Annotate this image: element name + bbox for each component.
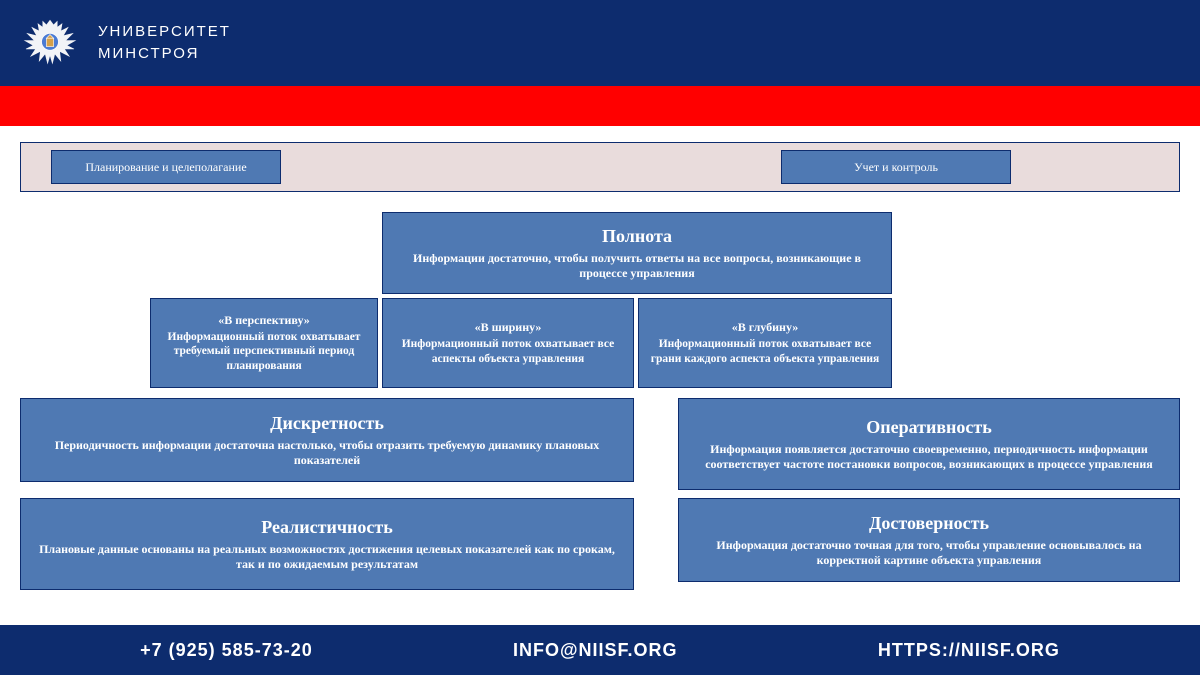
box-depth: «В глубину» Информационный поток охватыв… [638, 298, 892, 388]
footer-phone: +7 (925) 585-73-20 [140, 640, 313, 661]
box-realism: Реалистичность Плановые данные основаны … [20, 498, 634, 590]
realism-title: Реалистичность [31, 516, 623, 539]
footer-url: HTTPS://NIISF.ORG [878, 640, 1060, 661]
box-discreteness: Дискретность Периодичность информации до… [20, 398, 634, 482]
perspective-sub: «В перспективу» [161, 313, 367, 328]
box-operativeness: Оперативность Информация появляется дост… [678, 398, 1180, 490]
reliability-title: Достоверность [689, 512, 1169, 535]
tab-planning: Планирование и целеполагание [51, 150, 281, 184]
depth-desc: Информационный поток охватывает все гран… [649, 337, 881, 366]
discreteness-title: Дискретность [31, 412, 623, 435]
tab-control: Учет и контроль [781, 150, 1011, 184]
box-perspective: «В перспективу» Информационный поток охв… [150, 298, 378, 388]
diagram: Полнота Информации достаточно, чтобы пол… [20, 212, 1180, 632]
polnota-desc: Информации достаточно, чтобы получить от… [393, 251, 881, 281]
discreteness-desc: Периодичность информации достаточна наст… [31, 438, 623, 468]
realism-desc: Плановые данные основаны на реальных воз… [31, 542, 623, 572]
perspective-desc: Информационный поток охватывает требуемы… [161, 330, 367, 373]
red-stripe [0, 86, 1200, 126]
width-sub: «В ширину» [393, 320, 623, 335]
depth-sub: «В глубину» [649, 320, 881, 335]
box-polnota: Полнота Информации достаточно, чтобы пол… [382, 212, 892, 294]
org-line2: МИНСТРОЯ [98, 43, 231, 66]
footer-email: INFO@NIISF.ORG [513, 640, 678, 661]
content-area: Планирование и целеполагание Учет и конт… [0, 126, 1200, 632]
operativeness-desc: Информация появляется достаточно своевре… [689, 442, 1169, 472]
box-width: «В ширину» Информационный поток охватыва… [382, 298, 634, 388]
org-line1: УНИВЕРСИТЕТ [98, 21, 231, 44]
width-desc: Информационный поток охватывает все аспе… [393, 337, 623, 366]
reliability-desc: Информация достаточно точная для того, ч… [689, 538, 1169, 568]
top-bar: Планирование и целеполагание Учет и конт… [20, 142, 1180, 192]
org-name: УНИВЕРСИТЕТ МИНСТРОЯ [98, 21, 231, 66]
polnota-title: Полнота [393, 225, 881, 248]
box-reliability: Достоверность Информация достаточно точн… [678, 498, 1180, 582]
emblem-icon [20, 13, 80, 73]
footer: +7 (925) 585-73-20 INFO@NIISF.ORG HTTPS:… [0, 625, 1200, 675]
header: УНИВЕРСИТЕТ МИНСТРОЯ [0, 0, 1200, 86]
operativeness-title: Оперативность [689, 416, 1169, 439]
